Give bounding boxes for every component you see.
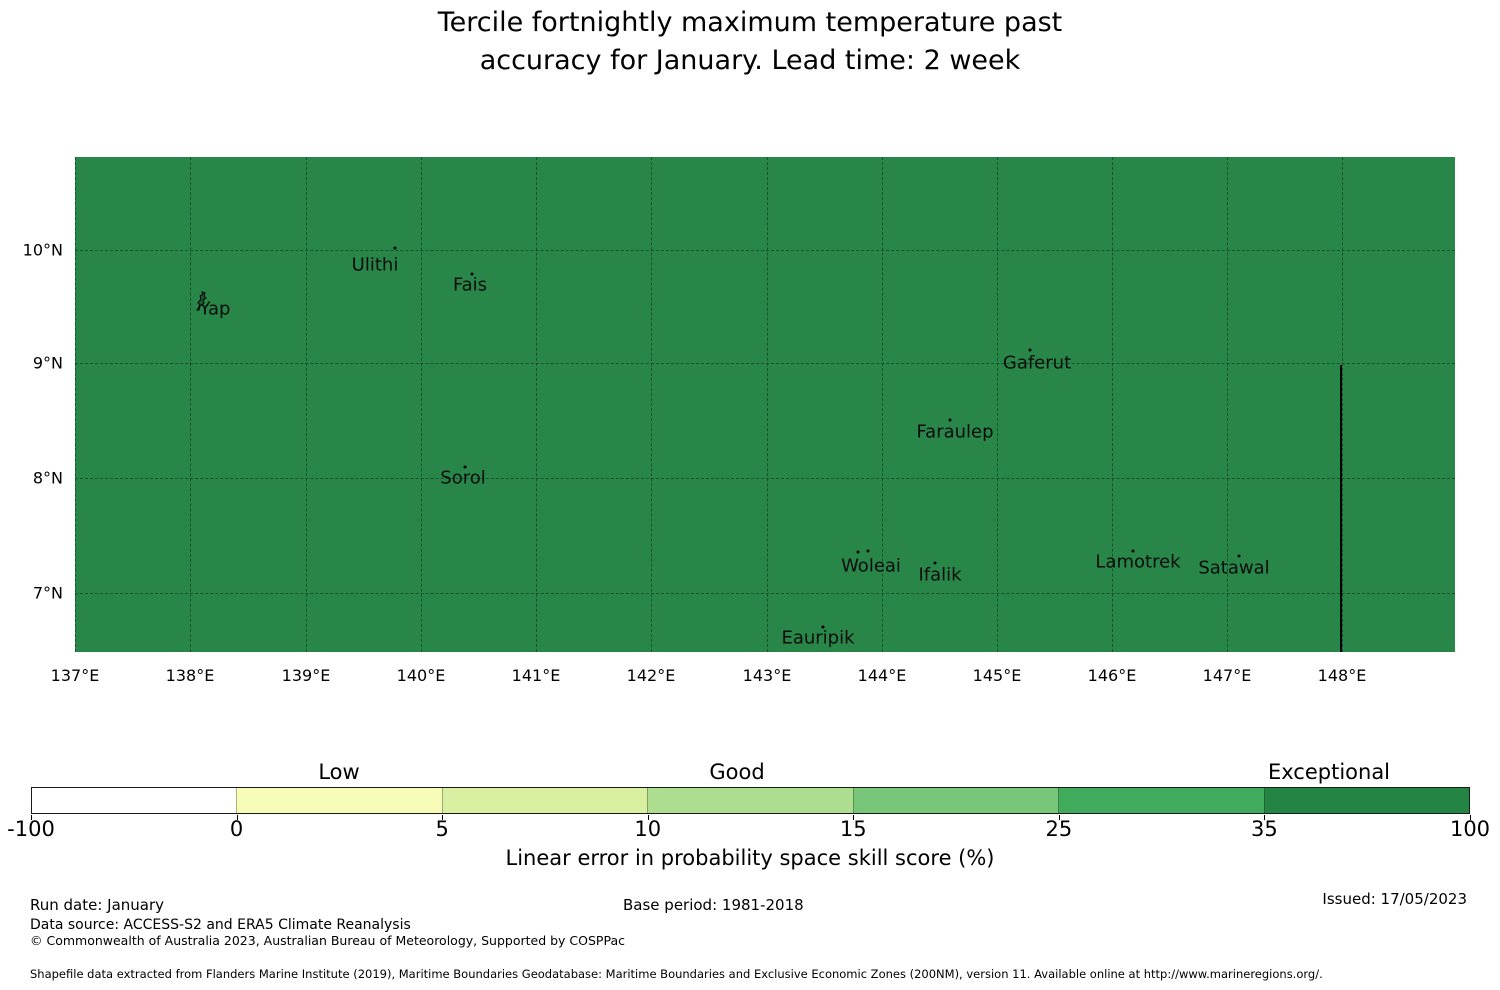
gridline-longitude xyxy=(75,157,76,652)
island-marker-dot xyxy=(1028,348,1032,352)
map-area: Yap Ulithi Fais Sorol Gaferut Faraulep Woleai I… xyxy=(75,157,1455,652)
colorbar-tick-label: -100 xyxy=(7,817,55,841)
island-label-faraulep: Faraulep xyxy=(916,421,994,443)
colorbar-tick-mark xyxy=(647,815,649,820)
x-axis-tick-label: 140°E xyxy=(396,666,446,685)
colorbar-tick-label: 100 xyxy=(1449,817,1491,841)
island-label-sorol: Sorol xyxy=(440,467,486,489)
gridline-latitude xyxy=(75,363,1455,364)
colorbar-tick-mark xyxy=(442,815,444,820)
island-label-ifalik: Ifalik xyxy=(918,564,962,586)
gridline-longitude xyxy=(882,157,883,652)
colorbar-segment xyxy=(1058,788,1264,813)
island-marker-dot xyxy=(1237,554,1241,558)
island-marker-dot xyxy=(933,561,937,565)
colorbar-segment xyxy=(1263,788,1469,813)
yap-island-shape xyxy=(193,291,209,315)
island-marker-dot xyxy=(393,246,397,250)
colorbar-tick-mark xyxy=(853,815,855,820)
copyright-text: © Commonwealth of Australia 2023, Austra… xyxy=(30,933,625,948)
colorbar-tick-mark xyxy=(236,815,238,820)
colorbar-category-good: Good xyxy=(709,760,765,784)
colorbar-tick-label: 10 xyxy=(634,817,662,841)
colorbar-segment xyxy=(236,788,442,813)
x-axis-tick-label: 146°E xyxy=(1087,666,1137,685)
y-axis-tick-label: 9°N xyxy=(32,353,63,373)
x-axis-tick-label: 144°E xyxy=(857,666,907,685)
colorbar-category-exceptional: Exceptional xyxy=(1267,760,1391,784)
chart-title: Tercile fortnightly maximum temperature … xyxy=(0,4,1500,80)
colorbar-segment xyxy=(647,788,853,813)
island-marker-dot xyxy=(463,465,467,469)
colorbar-tick-label: 15 xyxy=(839,817,867,841)
y-axis-tick-label: 10°N xyxy=(22,240,63,260)
island-label-yap: Yap xyxy=(199,298,231,320)
chart-title-line2: accuracy for January. Lead time: 2 week xyxy=(479,45,1021,76)
x-axis-tick-label: 138°E xyxy=(165,666,215,685)
data-source-text: Data source: ACCESS-S2 and ERA5 Climate … xyxy=(30,917,411,933)
colorbar-tick-label: 25 xyxy=(1045,817,1073,841)
x-axis-tick-label: 142°E xyxy=(626,666,676,685)
colorbar-tick-mark xyxy=(1264,815,1266,820)
island-label-eauripik: Eauripik xyxy=(781,627,855,649)
island-marker-dot xyxy=(470,272,474,276)
colorbar-tick-mark xyxy=(31,815,32,820)
x-axis-tick-label: 141°E xyxy=(511,666,561,685)
colorbar-tick-mark xyxy=(1058,815,1060,820)
colorbar-axis-title: Linear error in probability space skill … xyxy=(505,846,995,870)
island-label-lamotrek: Lamotrek xyxy=(1095,551,1181,573)
x-axis-tick-label: 137°E xyxy=(50,666,100,685)
gridline-longitude xyxy=(536,157,537,652)
colorbar-category-low: Low xyxy=(318,760,360,784)
colorbar-segment xyxy=(441,788,648,813)
gridline-latitude xyxy=(75,478,1455,479)
colorbar-segment xyxy=(852,788,1059,813)
island-label-fais: Fais xyxy=(452,274,488,296)
gridline-latitude xyxy=(75,593,1455,594)
island-label-ulithi: Ulithi xyxy=(351,254,399,276)
island-marker-dot xyxy=(856,550,860,554)
gridline-longitude xyxy=(421,157,422,652)
eez-boundary-line xyxy=(1340,365,1342,652)
island-label-woleai: Woleai xyxy=(841,555,901,577)
x-axis-tick-label: 147°E xyxy=(1202,666,1252,685)
gridline-longitude xyxy=(1227,157,1228,652)
x-axis-tick-label: 148°E xyxy=(1317,666,1367,685)
x-axis-tick-label: 143°E xyxy=(742,666,792,685)
y-axis-tick-label: 8°N xyxy=(32,468,63,488)
island-label-satawal: Satawal xyxy=(1198,557,1270,579)
gridline-longitude xyxy=(190,157,191,652)
colorbar-tick-label: 0 xyxy=(229,817,244,841)
eez-region-fill xyxy=(75,157,1455,652)
colorbar-tick-label: 5 xyxy=(435,817,449,841)
gridline-longitude xyxy=(1342,157,1343,652)
x-axis-tick-label: 145°E xyxy=(972,666,1022,685)
colorbar-segment xyxy=(32,788,237,813)
island-marker-dot xyxy=(821,625,825,629)
gridline-longitude xyxy=(1112,157,1113,652)
colorbar-tick-mark xyxy=(1470,815,1471,820)
gridline-latitude xyxy=(75,250,1455,251)
island-marker-dot xyxy=(948,418,952,422)
issued-date-text: Issued: 17/05/2023 xyxy=(1322,890,1467,908)
colorbar xyxy=(31,787,1470,814)
island-marker-dot xyxy=(1131,549,1135,553)
island-marker-dot xyxy=(866,549,870,553)
gridline-longitude xyxy=(997,157,998,652)
shapefile-attribution-text: Shapefile data extracted from Flanders M… xyxy=(30,967,1323,981)
island-label-gaferut: Gaferut xyxy=(1002,352,1072,374)
base-period-text: Base period: 1981-2018 xyxy=(623,896,804,914)
gridline-longitude xyxy=(651,157,652,652)
gridline-longitude xyxy=(767,157,768,652)
gridline-longitude xyxy=(306,157,307,652)
x-axis-tick-label: 139°E xyxy=(281,666,331,685)
colorbar-tick-label: 35 xyxy=(1251,817,1278,841)
run-date-text: Run date: January xyxy=(30,896,165,914)
chart-title-line1: Tercile fortnightly maximum temperature … xyxy=(437,7,1063,38)
y-axis-tick-label: 7°N xyxy=(32,583,63,603)
